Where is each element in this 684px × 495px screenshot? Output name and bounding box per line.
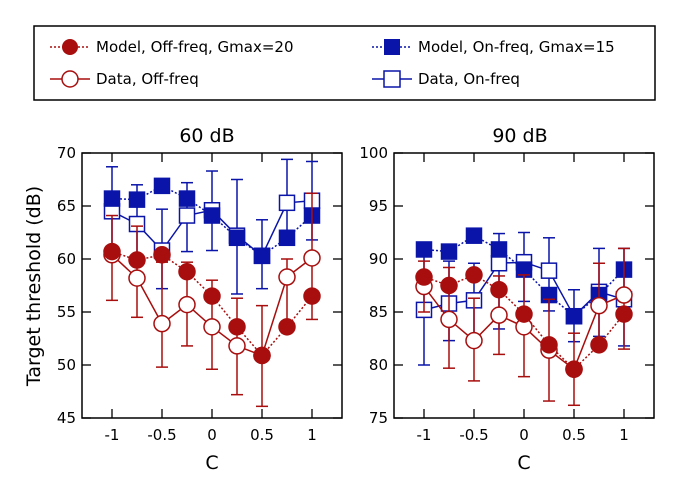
y-tick-label: 95 <box>369 197 388 215</box>
x-tick-label: -0.5 <box>147 426 176 444</box>
point <box>253 346 271 365</box>
point <box>465 331 483 350</box>
point <box>490 306 508 324</box>
legend-item-data-on: Data, On-freq <box>372 70 520 88</box>
legend-item-model-on: Model, On-freq, Gmax=15 <box>372 38 615 56</box>
y-tick-label: 90 <box>369 250 388 268</box>
point <box>440 310 458 329</box>
point <box>303 287 321 305</box>
point <box>278 318 296 336</box>
ticks: -1 -0.5 0 0.5 1 75 80 85 90 95 100 <box>359 144 654 444</box>
point <box>228 229 246 247</box>
legend-box <box>33 25 656 101</box>
y-tick-label: 50 <box>57 356 76 374</box>
point <box>465 227 483 244</box>
x-tick-label: 0 <box>519 426 529 444</box>
point <box>490 241 508 258</box>
legend: Model, Off-freq, Gmax=20 Model, On-freq,… <box>33 25 656 101</box>
point <box>278 194 296 212</box>
point <box>128 191 146 208</box>
point <box>178 295 196 314</box>
y-tick-label: 85 <box>369 303 388 321</box>
x-axis-label: C <box>205 452 218 474</box>
point <box>153 177 171 195</box>
legend-item-model-off: Model, Off-freq, Gmax=20 <box>50 38 294 56</box>
x-tick-label: -1 <box>105 426 120 444</box>
point <box>278 268 296 286</box>
x-tick-label: 1 <box>619 426 629 444</box>
legend-item-data-off: Data, Off-freq <box>50 70 199 88</box>
panel-90db: 90 dB C -1 -0.5 0 0.5 1 75 80 85 90 95 100 <box>359 125 655 474</box>
x-tick-label: 1 <box>307 426 317 444</box>
legend-label-model-off: Model, Off-freq, Gmax=20 <box>96 38 294 56</box>
point <box>203 287 221 305</box>
point <box>203 318 221 336</box>
point <box>490 280 508 299</box>
marks <box>415 227 633 407</box>
legend-label-model-on: Model, On-freq, Gmax=15 <box>418 38 615 56</box>
panel-60db: 60 dB Target threshold (dB) C -1 -0.5 0 0.5… <box>23 125 343 474</box>
x-tick-label: -0.5 <box>459 426 488 444</box>
point <box>540 262 558 279</box>
point <box>540 336 558 354</box>
point <box>590 296 608 315</box>
point <box>178 190 196 207</box>
panel-title: 90 dB <box>492 125 547 147</box>
series-model-off <box>103 242 321 365</box>
y-tick-label: 65 <box>57 197 76 215</box>
y-tick-label: 80 <box>369 356 388 374</box>
point <box>228 318 246 336</box>
legend-marker-data-off <box>61 70 79 88</box>
point <box>415 241 433 258</box>
y-tick-label: 55 <box>57 303 76 321</box>
series-model-off <box>415 266 633 378</box>
panel-title: 60 dB <box>179 125 234 147</box>
x-tick-label: 0 <box>207 426 217 444</box>
point <box>128 251 146 269</box>
x-axis-label: C <box>517 452 530 474</box>
x-tick-label: -1 <box>417 426 432 444</box>
point <box>515 305 533 323</box>
legend-marker-data-on <box>383 70 401 88</box>
legend-label-data-on: Data, On-freq <box>418 70 520 88</box>
y-tick-label: 75 <box>369 409 388 427</box>
point <box>128 269 146 287</box>
y-axis-label: Target threshold (dB) <box>23 186 45 387</box>
y-tick-label: 45 <box>57 409 76 427</box>
marks <box>103 158 321 408</box>
legend-marker-model-off <box>62 39 78 55</box>
point <box>278 229 296 247</box>
point <box>103 242 121 261</box>
point <box>565 360 583 378</box>
point <box>415 268 433 286</box>
point <box>228 337 246 355</box>
y-tick-label: 70 <box>57 144 76 162</box>
point <box>615 286 633 304</box>
series-line <box>111 185 313 257</box>
point <box>440 243 458 260</box>
series-line <box>423 234 625 318</box>
legend-label-data-off: Data, Off-freq <box>96 70 199 88</box>
point <box>303 249 321 267</box>
point <box>178 207 196 224</box>
x-tick-label: 0.5 <box>562 426 586 444</box>
y-tick-label: 100 <box>359 144 388 162</box>
point <box>153 246 171 264</box>
point <box>203 207 221 224</box>
legend-marker-model-on <box>384 39 400 55</box>
y-tick-label: 60 <box>57 250 76 268</box>
point <box>253 247 271 265</box>
point <box>178 262 196 281</box>
point <box>440 276 458 295</box>
x-tick-label: 0.5 <box>250 426 274 444</box>
point <box>590 336 608 354</box>
point <box>153 314 171 333</box>
point <box>615 305 633 323</box>
ticks: -1 -0.5 0 0.5 1 45 50 55 60 65 70 <box>57 144 342 444</box>
point <box>103 190 121 207</box>
point <box>565 307 583 325</box>
point <box>490 254 508 272</box>
point <box>465 266 483 284</box>
